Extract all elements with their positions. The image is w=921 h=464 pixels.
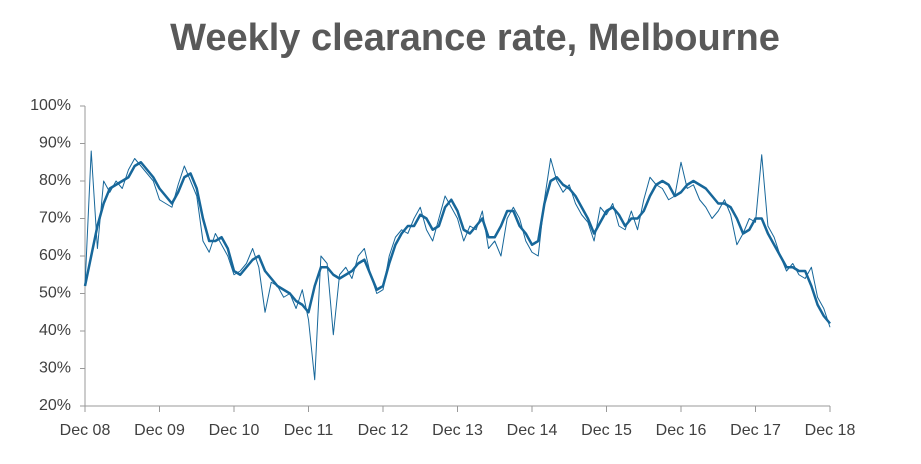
- x-tick-label: Dec 09: [134, 422, 185, 439]
- x-tick-label: Dec 11: [284, 422, 334, 439]
- y-tick-label: 50%: [39, 285, 71, 302]
- x-tick-label: Dec 16: [656, 422, 707, 439]
- x-tick-label: Dec 08: [60, 422, 111, 439]
- x-tick-label: Dec 14: [507, 422, 558, 439]
- y-tick-label: 100%: [30, 97, 71, 114]
- y-tick-label: 40%: [39, 322, 71, 339]
- y-tick-label: 20%: [39, 397, 71, 414]
- y-tick-label: 80%: [39, 172, 71, 189]
- y-tick-label: 60%: [39, 247, 71, 264]
- x-tick-label: Dec 10: [209, 422, 260, 439]
- chart-title: Weekly clearance rate, Melbourne: [170, 17, 780, 59]
- x-tick-label: Dec 18: [805, 422, 856, 439]
- x-tick-label: Dec 15: [581, 422, 632, 439]
- x-tick-label: Dec 12: [358, 422, 409, 439]
- x-tick-label: Dec 17: [730, 422, 781, 439]
- series-line: [84, 150, 831, 381]
- y-tick-label: 30%: [39, 360, 71, 377]
- x-tick-label: Dec 13: [432, 422, 483, 439]
- y-tick-label: 70%: [39, 210, 71, 227]
- y-tick-label: 90%: [39, 135, 71, 152]
- series-line: [83, 161, 831, 325]
